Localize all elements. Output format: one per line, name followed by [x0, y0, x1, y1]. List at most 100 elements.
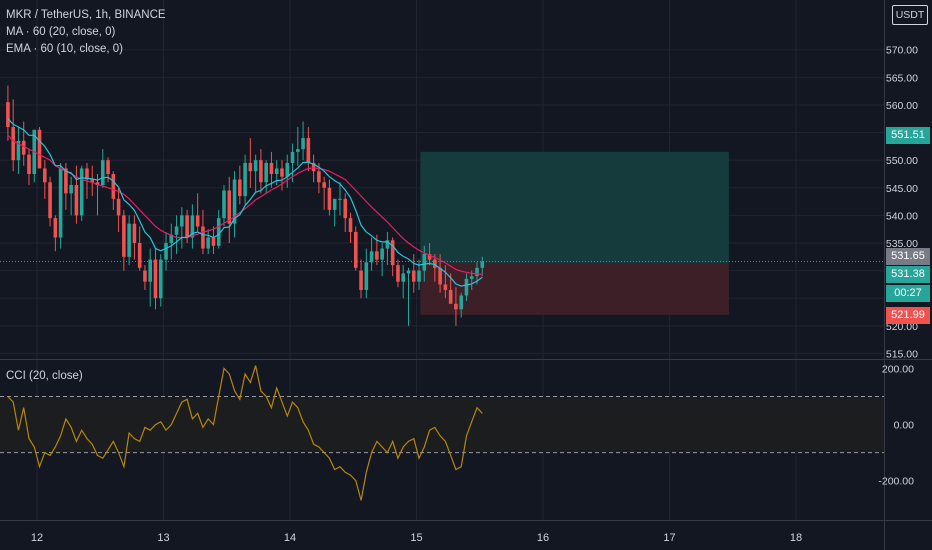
- candle-body: [396, 265, 400, 282]
- candle[interactable]: [232, 171, 237, 238]
- long-position-target-zone[interactable]: [420, 151, 729, 264]
- candle[interactable]: [348, 212, 353, 244]
- candle[interactable]: [6, 85, 10, 141]
- candle-body: [164, 243, 168, 260]
- candle[interactable]: [459, 292, 463, 318]
- candle[interactable]: [285, 154, 290, 188]
- candle[interactable]: [427, 243, 432, 266]
- candle-body: [232, 179, 237, 224]
- candle-body: [306, 138, 311, 163]
- candle[interactable]: [369, 237, 374, 271]
- candle[interactable]: [158, 254, 163, 307]
- candle[interactable]: [58, 162, 63, 249]
- candle[interactable]: [322, 176, 326, 210]
- candle[interactable]: [43, 160, 47, 199]
- candle[interactable]: [174, 215, 179, 255]
- candle[interactable]: [27, 149, 31, 186]
- candle[interactable]: [216, 209, 221, 249]
- candle[interactable]: [21, 121, 26, 166]
- candle[interactable]: [32, 129, 37, 183]
- candle[interactable]: [137, 226, 142, 271]
- candle[interactable]: [153, 248, 158, 310]
- candle[interactable]: [243, 154, 247, 205]
- candle[interactable]: [280, 160, 284, 191]
- candle[interactable]: [127, 215, 131, 266]
- ma-legend[interactable]: MA · 60 (20, close, 0): [6, 26, 116, 38]
- candle[interactable]: [79, 165, 84, 221]
- candle[interactable]: [132, 215, 137, 260]
- candle[interactable]: [222, 185, 226, 227]
- candle[interactable]: [464, 273, 469, 302]
- candle[interactable]: [406, 267, 411, 326]
- candle[interactable]: [390, 237, 395, 277]
- cci-pane: 200.00 0.00 -200.00: [0, 363, 914, 501]
- candle[interactable]: [306, 127, 311, 172]
- candle[interactable]: [396, 259, 400, 288]
- candle-body: [16, 140, 21, 161]
- candle[interactable]: [180, 207, 184, 249]
- symbol-legend[interactable]: MKR / TetherUS, 1h, BINANCE: [6, 9, 166, 21]
- candle[interactable]: [74, 165, 79, 224]
- currency-button[interactable]: USDT: [892, 5, 928, 25]
- candle[interactable]: [122, 209, 126, 271]
- candle[interactable]: [238, 165, 242, 205]
- candle-body: [380, 248, 384, 260]
- candle[interactable]: [290, 143, 295, 183]
- candle-body: [338, 198, 342, 200]
- candle-body: [469, 276, 474, 279]
- candle[interactable]: [143, 265, 147, 290]
- candle-body: [438, 267, 442, 285]
- candle[interactable]: [16, 127, 21, 174]
- candle[interactable]: [359, 259, 363, 299]
- candle[interactable]: [385, 231, 390, 266]
- candle[interactable]: [433, 254, 437, 282]
- candle-body: [375, 251, 379, 260]
- candle[interactable]: [253, 154, 258, 194]
- candle[interactable]: [190, 204, 195, 249]
- candle[interactable]: [37, 127, 42, 169]
- candle[interactable]: [106, 157, 110, 183]
- candle[interactable]: [296, 127, 300, 166]
- candle[interactable]: [401, 265, 406, 299]
- candle[interactable]: [164, 231, 168, 271]
- candle[interactable]: [259, 149, 263, 194]
- candle[interactable]: [248, 138, 253, 188]
- candle[interactable]: [195, 193, 200, 232]
- candle[interactable]: [443, 265, 448, 299]
- time-axis: 12 13 14 15 16 17 18: [0, 520, 932, 544]
- candle[interactable]: [332, 198, 337, 227]
- candle[interactable]: [169, 223, 174, 260]
- candle-body: [369, 251, 374, 263]
- candle[interactable]: [53, 215, 58, 252]
- candle[interactable]: [90, 165, 95, 197]
- candle[interactable]: [338, 182, 342, 216]
- candle[interactable]: [206, 229, 210, 255]
- candle[interactable]: [364, 248, 369, 299]
- candle[interactable]: [116, 187, 121, 232]
- candle-body: [122, 215, 126, 257]
- candle[interactable]: [264, 160, 268, 194]
- candle[interactable]: [69, 176, 73, 216]
- candle[interactable]: [227, 176, 232, 244]
- candle[interactable]: [48, 176, 52, 227]
- candle[interactable]: [211, 226, 216, 255]
- candle[interactable]: [95, 173, 100, 216]
- ema-legend[interactable]: EMA · 60 (10, close, 0): [6, 43, 123, 55]
- candle-body: [169, 234, 174, 244]
- candle-body: [401, 273, 406, 282]
- candle[interactable]: [111, 171, 116, 210]
- candle[interactable]: [353, 226, 358, 271]
- candle[interactable]: [301, 121, 305, 161]
- candle[interactable]: [380, 243, 384, 277]
- candle[interactable]: [100, 149, 105, 188]
- candle[interactable]: [343, 193, 348, 232]
- candle[interactable]: [11, 99, 15, 172]
- candle[interactable]: [327, 179, 332, 216]
- candle[interactable]: [480, 256, 485, 277]
- candle[interactable]: [269, 151, 274, 188]
- candle[interactable]: [454, 287, 458, 326]
- candle[interactable]: [148, 248, 153, 307]
- candle[interactable]: [411, 254, 416, 293]
- cci-legend[interactable]: CCI (20, close): [6, 370, 83, 382]
